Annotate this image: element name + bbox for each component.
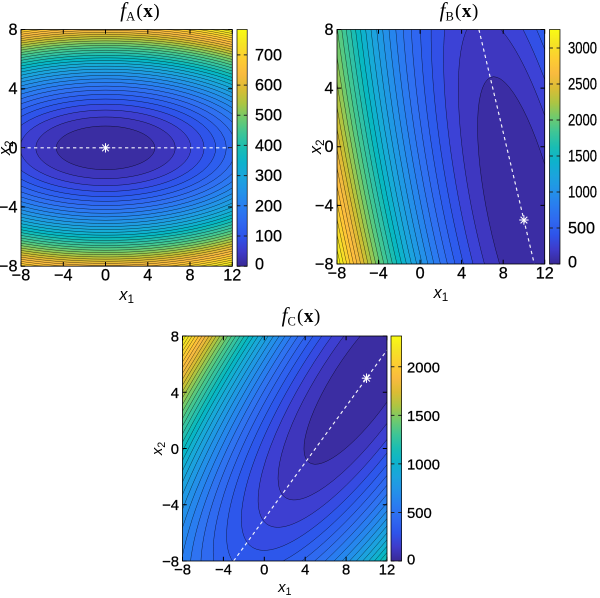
svg-text:8: 8 [499,265,508,283]
svg-text:4: 4 [457,265,466,283]
svg-text:x1: x1 [118,286,134,306]
svg-text:0: 0 [8,139,17,157]
svg-text:200: 200 [255,197,282,215]
svg-text:−8: −8 [328,265,346,283]
svg-text:−8: −8 [162,555,179,571]
svg-text:−4: −4 [215,563,232,579]
svg-text:1000: 1000 [407,457,440,473]
svg-text:1500: 1500 [407,409,440,425]
svg-text:−4: −4 [162,498,179,514]
svg-text:x1: x1 [277,580,291,598]
svg-text:3000: 3000 [568,40,597,58]
svg-text:fC(x): fC(x) [282,303,321,329]
svg-text:400: 400 [255,137,282,155]
svg-text:0: 0 [260,563,268,579]
svg-text:0: 0 [171,442,179,458]
svg-text:8: 8 [185,267,194,285]
svg-text:700: 700 [255,46,282,64]
svg-text:−4: −4 [369,265,387,283]
svg-text:−4: −4 [0,199,18,217]
svg-text:x1: x1 [433,284,449,304]
svg-text:−8: −8 [174,563,191,579]
svg-text:x2: x2 [0,140,16,156]
svg-text:8: 8 [171,330,179,346]
svg-text:8: 8 [324,21,333,39]
svg-text:12: 12 [379,563,395,579]
svg-text:0: 0 [568,254,577,272]
svg-text:4: 4 [143,267,152,285]
svg-text:4: 4 [171,386,179,402]
svg-text:300: 300 [255,167,282,185]
svg-text:1500: 1500 [568,148,597,166]
svg-text:fA(x): fA(x) [120,0,159,24]
svg-text:x2: x2 [150,442,168,456]
svg-text:8: 8 [8,21,17,39]
svg-text:600: 600 [255,77,282,95]
svg-text:2000: 2000 [407,360,440,376]
svg-text:0: 0 [407,553,415,569]
svg-text:−8: −8 [12,267,30,285]
svg-text:12: 12 [223,267,241,285]
svg-text:x2: x2 [307,139,327,155]
svg-text:0: 0 [324,138,333,156]
svg-text:8: 8 [342,563,350,579]
svg-text:0: 0 [101,267,110,285]
svg-text:12: 12 [536,265,554,283]
svg-text:2500: 2500 [568,76,597,94]
svg-text:−4: −4 [54,267,72,285]
svg-text:−8: −8 [0,258,18,276]
svg-text:500: 500 [255,107,282,125]
svg-text:4: 4 [8,80,17,98]
svg-text:500: 500 [407,506,432,522]
svg-text:−4: −4 [315,197,333,215]
svg-text:fB(x): fB(x) [440,0,479,24]
svg-text:4: 4 [324,80,333,98]
svg-text:1000: 1000 [568,184,597,202]
svg-text:0: 0 [255,256,264,274]
svg-text:2000: 2000 [568,112,597,130]
svg-text:500: 500 [568,220,595,238]
svg-text:100: 100 [255,228,282,246]
svg-text:0: 0 [416,265,425,283]
svg-text:−8: −8 [315,256,333,274]
svg-text:4: 4 [301,563,309,579]
